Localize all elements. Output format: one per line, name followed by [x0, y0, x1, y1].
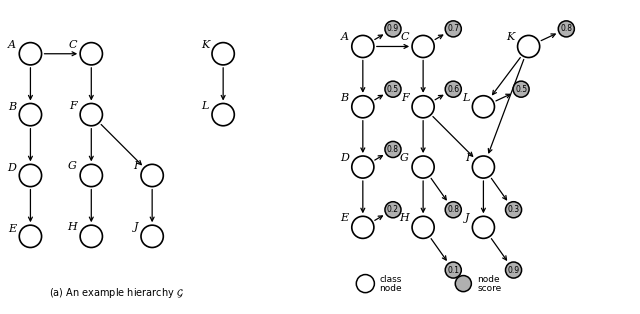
Circle shape — [352, 156, 374, 178]
Circle shape — [80, 103, 102, 126]
Text: 0.5: 0.5 — [387, 85, 399, 94]
Circle shape — [445, 21, 461, 37]
Text: I: I — [134, 161, 138, 171]
Circle shape — [472, 216, 495, 238]
Text: J: J — [134, 222, 138, 232]
Text: B: B — [8, 102, 16, 112]
Circle shape — [352, 216, 374, 238]
Circle shape — [412, 216, 434, 238]
Circle shape — [385, 21, 401, 37]
Text: H: H — [67, 222, 77, 232]
Text: node: node — [477, 275, 500, 284]
Text: 0.9: 0.9 — [387, 24, 399, 33]
Text: E: E — [340, 213, 349, 223]
Circle shape — [80, 164, 102, 187]
Text: class: class — [380, 275, 402, 284]
Circle shape — [141, 225, 163, 247]
Circle shape — [19, 225, 42, 247]
Text: J: J — [465, 213, 469, 223]
Circle shape — [472, 156, 495, 178]
Circle shape — [352, 96, 374, 118]
Circle shape — [385, 81, 401, 97]
Text: D: D — [7, 163, 16, 173]
Text: I: I — [465, 153, 469, 163]
Text: C: C — [68, 40, 77, 50]
Text: 0.8: 0.8 — [560, 24, 572, 33]
Circle shape — [412, 96, 434, 118]
Circle shape — [80, 43, 102, 65]
Text: node: node — [380, 284, 402, 293]
Circle shape — [445, 202, 461, 218]
Circle shape — [19, 103, 42, 126]
Circle shape — [518, 35, 540, 57]
Text: A: A — [340, 32, 349, 42]
Circle shape — [80, 225, 102, 247]
Circle shape — [445, 81, 461, 97]
Text: 0.3: 0.3 — [508, 205, 520, 214]
Text: K: K — [506, 32, 515, 42]
Text: E: E — [8, 224, 16, 234]
Text: A: A — [8, 40, 16, 50]
Circle shape — [513, 81, 529, 97]
Circle shape — [455, 276, 471, 292]
Circle shape — [352, 35, 374, 57]
Text: 0.2: 0.2 — [387, 205, 399, 214]
Text: 0.8: 0.8 — [387, 145, 399, 154]
Text: G: G — [68, 161, 77, 171]
Text: K: K — [201, 40, 209, 50]
Circle shape — [412, 35, 434, 57]
Circle shape — [412, 156, 434, 178]
Text: 0.6: 0.6 — [447, 85, 460, 94]
Text: L: L — [202, 100, 209, 111]
Text: F: F — [69, 100, 77, 111]
Text: L: L — [462, 93, 469, 103]
Text: D: D — [340, 153, 349, 163]
Text: 0.8: 0.8 — [447, 205, 460, 214]
Text: score: score — [477, 284, 502, 293]
Circle shape — [506, 202, 522, 218]
Circle shape — [212, 43, 234, 65]
Circle shape — [356, 274, 374, 293]
Circle shape — [212, 103, 234, 126]
Circle shape — [558, 21, 574, 37]
Circle shape — [141, 164, 163, 187]
Circle shape — [385, 141, 401, 158]
Text: G: G — [400, 153, 409, 163]
Circle shape — [385, 202, 401, 218]
Text: F: F — [401, 93, 409, 103]
Text: 0.1: 0.1 — [447, 266, 460, 274]
Text: 0.9: 0.9 — [508, 266, 520, 274]
Text: 0.7: 0.7 — [447, 24, 460, 33]
Circle shape — [472, 96, 495, 118]
Text: B: B — [340, 93, 349, 103]
Circle shape — [19, 164, 42, 187]
Text: C: C — [401, 32, 409, 42]
Circle shape — [445, 262, 461, 278]
Text: H: H — [399, 213, 409, 223]
Text: (a) An example hierarchy $\mathcal{G}$: (a) An example hierarchy $\mathcal{G}$ — [49, 286, 184, 300]
Circle shape — [19, 43, 42, 65]
Circle shape — [506, 262, 522, 278]
Text: 0.5: 0.5 — [515, 85, 527, 94]
